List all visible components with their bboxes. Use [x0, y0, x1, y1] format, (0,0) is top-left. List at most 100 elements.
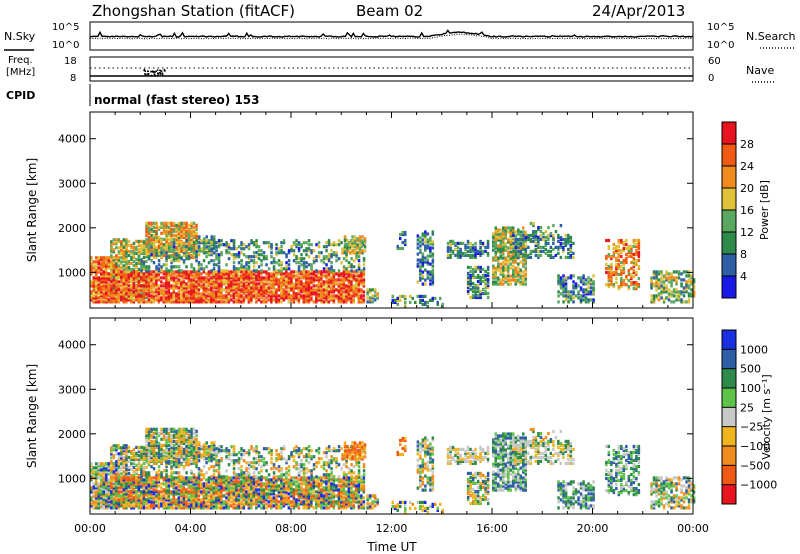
power-cell: [182, 288, 186, 292]
power-cell: [305, 247, 308, 251]
velocity-cell: [112, 454, 116, 458]
power-cell: [215, 270, 218, 274]
power-cell: [135, 251, 138, 255]
power-cell: [260, 296, 263, 300]
power-cell: [152, 221, 156, 225]
power-cell: [376, 296, 379, 300]
velocity-cell: [115, 464, 118, 468]
power-cell: [660, 284, 663, 288]
power-cell: [100, 274, 103, 278]
power-cell: [270, 261, 273, 265]
velocity-cell: [190, 443, 193, 447]
power-cell: [486, 253, 490, 257]
power-cell: [145, 288, 148, 292]
power-cell: [567, 300, 570, 304]
power-cell: [662, 286, 666, 290]
power-cell: [213, 251, 216, 255]
power-cell: [137, 290, 141, 294]
power-cell: [140, 239, 143, 243]
power-cell: [137, 288, 141, 292]
power-cell: [270, 292, 273, 296]
power-cell: [165, 274, 168, 278]
power-cell: [559, 245, 563, 249]
power-cell: [157, 269, 161, 273]
power-cell: [190, 243, 193, 247]
power-cell: [117, 240, 121, 244]
power-cell: [107, 276, 110, 280]
power-cell: [195, 276, 198, 280]
power-cell: [514, 248, 517, 252]
velocity-cell: [107, 494, 110, 498]
power-cell: [362, 267, 366, 271]
power-cell: [105, 300, 108, 304]
power-cell: [137, 280, 141, 284]
power-cell: [235, 253, 238, 257]
power-cell: [615, 248, 618, 253]
power-cell: [356, 251, 359, 255]
power-cell: [157, 245, 161, 249]
power-cell: [165, 245, 168, 249]
power-cell: [504, 232, 507, 236]
power-cell: [132, 270, 136, 274]
power-cell: [252, 272, 256, 276]
power-cell: [351, 245, 354, 249]
power-cell: [617, 248, 621, 253]
power-cell: [517, 270, 520, 274]
power-cell: [320, 298, 323, 302]
power-cell: [205, 235, 208, 239]
power-cell: [165, 263, 168, 267]
power-cell: [587, 282, 590, 286]
power-cell: [120, 266, 123, 270]
power-cell: [330, 286, 333, 290]
power-cell: [502, 232, 505, 236]
power-cell: [147, 237, 151, 241]
power-cell: [552, 241, 555, 245]
velocity-cell: [132, 473, 136, 477]
velocity-cell: [112, 466, 115, 470]
power-cell: [165, 286, 168, 290]
power-cell: [630, 260, 633, 265]
power-cell: [187, 251, 191, 255]
power-cell: [690, 280, 693, 284]
power-cell: [112, 262, 115, 266]
power-cell: [492, 232, 495, 236]
power-cell: [155, 233, 158, 237]
power-cell: [337, 286, 341, 290]
power-cell: [140, 298, 143, 302]
power-cell: [680, 300, 683, 304]
velocity-cell: [170, 455, 173, 459]
power-cell: [200, 300, 203, 304]
velocity-cell: [175, 453, 178, 457]
velocity-cell: [120, 454, 123, 458]
power-cell: [130, 255, 133, 259]
power-cell: [187, 284, 191, 288]
power-cell: [172, 300, 176, 304]
power-cell: [240, 278, 243, 282]
power-cell: [167, 255, 171, 259]
power-cell: [692, 286, 696, 290]
power-cell: [137, 259, 141, 263]
power-cell: [102, 278, 105, 282]
power-cell: [622, 260, 626, 265]
power-cell: [157, 237, 161, 241]
power-cell: [175, 227, 178, 231]
power-cell: [185, 272, 188, 276]
power-cell: [302, 270, 306, 274]
power-cell: [481, 275, 485, 279]
power-cell: [230, 239, 233, 243]
power-cell: [502, 240, 505, 244]
power-cell: [685, 300, 688, 304]
power-cell: [150, 288, 153, 292]
velocity-cell: [198, 441, 201, 445]
power-cell: [396, 298, 399, 302]
power-cell: [625, 277, 628, 281]
power-cell: [165, 267, 168, 271]
power-cell: [587, 276, 590, 280]
power-cell: [155, 298, 158, 302]
power-cell: [660, 272, 663, 276]
power-cell: [132, 259, 136, 263]
power-cell: [342, 265, 346, 269]
power-cell: [492, 234, 495, 238]
power-cell: [190, 253, 193, 257]
power-cell: [582, 280, 585, 284]
